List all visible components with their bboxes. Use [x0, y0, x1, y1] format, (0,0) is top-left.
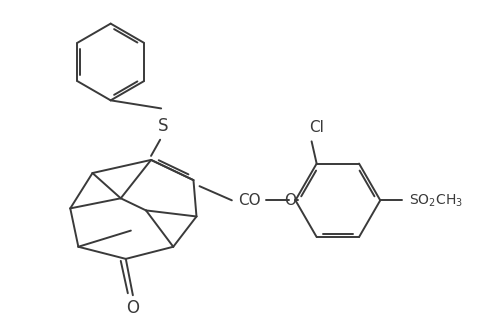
Text: O: O	[126, 299, 139, 317]
Text: Cl: Cl	[309, 120, 324, 135]
Text: SO$_2$CH$_3$: SO$_2$CH$_3$	[409, 192, 463, 209]
Text: O: O	[284, 193, 296, 208]
Text: CO: CO	[238, 193, 260, 208]
Text: S: S	[158, 117, 169, 135]
